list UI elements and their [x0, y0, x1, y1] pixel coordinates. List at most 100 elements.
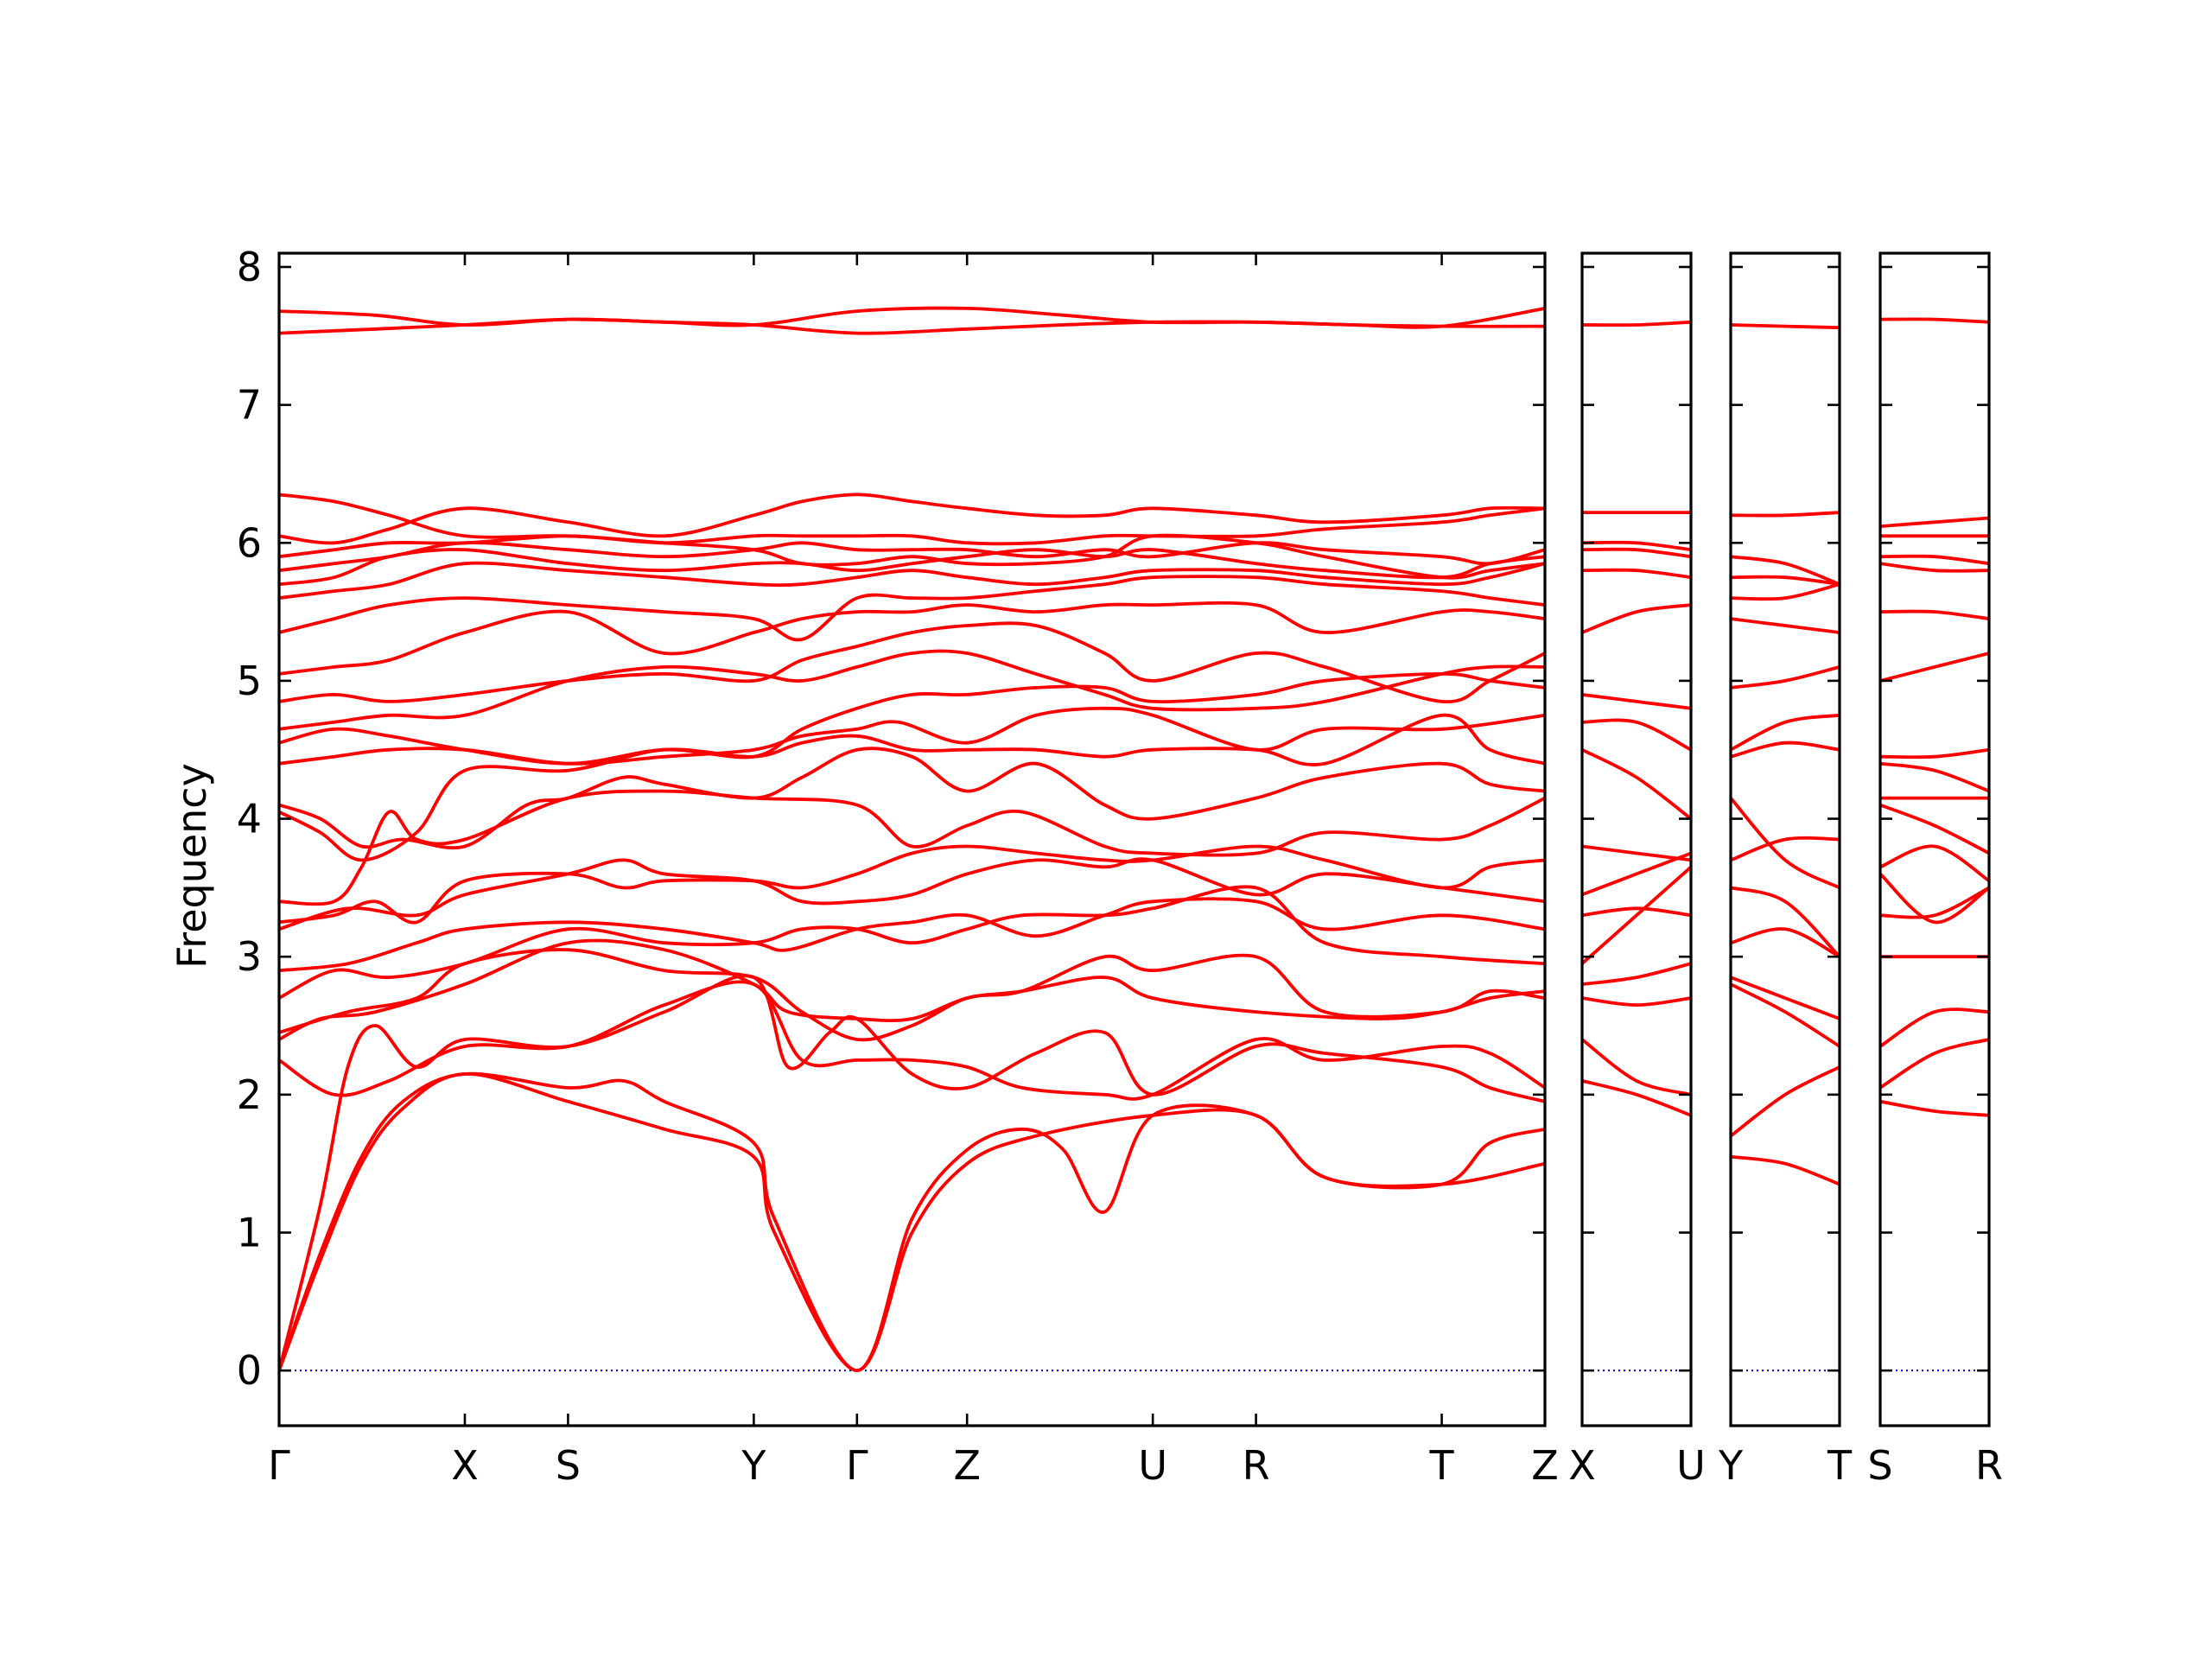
y-tick-label-3: 3: [237, 933, 262, 980]
band-line-sr-12: [1880, 609, 1989, 620]
x-tick-label-main-8: T: [1429, 1442, 1455, 1489]
band-line-main-7: [279, 897, 1545, 973]
bands-main: [279, 306, 1545, 1372]
x-tick-label-main-7: R: [1243, 1442, 1270, 1489]
band-line-main-8: [279, 857, 1545, 931]
band-line-yt-12: [1731, 582, 1840, 601]
band-line-main-18: [279, 575, 1545, 642]
y-axis-label: Frequency: [168, 763, 215, 969]
band-line-yt-14: [1731, 555, 1840, 587]
band-line-sr-6: [1880, 844, 1989, 883]
band-line-yt-2: [1731, 982, 1840, 1048]
band-line-yt-9: [1731, 713, 1840, 752]
band-line-main-5: [279, 938, 1545, 1041]
band-line-yt-8: [1731, 741, 1840, 759]
band-line-main-9: [279, 844, 1545, 925]
band-line-sr-10: [1880, 747, 1989, 760]
band-line-xu-3: [1582, 962, 1691, 986]
band-line-xu-7: [1582, 844, 1691, 862]
band-line-main-1: [279, 1071, 1545, 1372]
band-line-xu-4: [1582, 865, 1691, 966]
band-line-main-15: [279, 649, 1545, 731]
band-line-sr-7: [1880, 803, 1989, 855]
band-line-main-20: [279, 548, 1545, 587]
band-line-xu-5: [1582, 906, 1691, 918]
x-tick-label-main-3: Y: [741, 1442, 766, 1489]
y-tick-label-6: 6: [237, 519, 262, 566]
band-line-xu-1: [1582, 1038, 1691, 1096]
band-line-main-2: [279, 974, 1545, 1372]
x-tick-label-sr-0: S: [1867, 1442, 1892, 1489]
band-line-main-12: [279, 713, 1545, 862]
bands-yt: [1731, 323, 1840, 1186]
band-line-sr-9: [1880, 761, 1989, 793]
band-line-yt-13: [1731, 575, 1840, 587]
band-line-yt-10: [1731, 665, 1840, 690]
band-line-xu-12: [1582, 568, 1691, 580]
band-line-main-10: [279, 789, 1545, 906]
band-line-yt-6: [1731, 836, 1840, 862]
band-line-main-11: [279, 747, 1545, 850]
band-line-main-6: [279, 885, 1545, 1000]
band-line-xu-9: [1582, 718, 1691, 752]
band-line-yt-0: [1731, 1154, 1840, 1186]
band-line-sr-14: [1880, 554, 1989, 566]
band-line-xu-8: [1582, 747, 1691, 821]
band-line-sr-11: [1880, 652, 1989, 683]
band-line-xu-11: [1582, 603, 1691, 634]
band-line-sr-17: [1880, 317, 1989, 324]
bands-xu: [1582, 320, 1691, 1117]
band-line-xu-16: [1582, 320, 1691, 327]
band-line-main-14: [279, 672, 1545, 766]
x-tick-label-main-0: Γ: [268, 1442, 290, 1489]
band-line-sr-2: [1880, 1007, 1989, 1048]
plot-frame-xu: [1580, 251, 1693, 1427]
band-line-sr-13: [1880, 562, 1989, 573]
y-tick-label-0: 0: [237, 1347, 262, 1394]
y-tick-label-8: 8: [237, 244, 262, 290]
band-line-sr-1: [1880, 1038, 1989, 1090]
band-line-main-24: [279, 493, 1545, 580]
band-line-xu-0: [1582, 1079, 1691, 1117]
band-line-main-19: [279, 561, 1545, 600]
band-line-main-23: [279, 493, 1545, 545]
plot-frame-main: [277, 251, 1547, 1427]
band-line-xu-2: [1582, 996, 1691, 1007]
y-tick-label-1: 1: [237, 1209, 262, 1255]
x-tick-label-sr-1: R: [1975, 1442, 2003, 1489]
band-line-main-22: [279, 506, 1545, 559]
band-line-main-17: [279, 601, 1545, 676]
band-line-yt-1: [1731, 1065, 1840, 1138]
x-tick-label-main-9: Z: [1531, 1442, 1559, 1489]
x-tick-label-main-1: X: [451, 1442, 479, 1489]
x-tick-label-xu-0: X: [1568, 1442, 1596, 1489]
band-line-yt-5: [1731, 886, 1840, 959]
band-line-yt-11: [1731, 617, 1840, 634]
band-line-xu-10: [1582, 693, 1691, 710]
x-tick-label-xu-1: U: [1676, 1442, 1706, 1489]
x-tick-label-yt-0: Y: [1718, 1442, 1744, 1489]
y-tick-label-7: 7: [237, 382, 262, 429]
band-line-main-26: [279, 306, 1545, 329]
band-line-sr-0: [1880, 1099, 1989, 1117]
x-tick-label-main-5: Z: [953, 1442, 981, 1489]
band-line-main-3: [279, 980, 1545, 1101]
band-line-xu-13: [1582, 547, 1691, 559]
plot-frame-yt: [1729, 251, 1841, 1427]
y-tick-label-4: 4: [237, 796, 262, 842]
x-tick-label-yt-1: T: [1827, 1442, 1853, 1489]
band-line-yt-15: [1731, 511, 1840, 518]
x-tick-label-main-6: U: [1138, 1442, 1167, 1489]
band-line-yt-4: [1731, 927, 1840, 959]
band-line-yt-3: [1731, 976, 1840, 1020]
x-tick-label-main-2: S: [556, 1442, 581, 1489]
x-tick-label-main-4: Γ: [846, 1442, 868, 1489]
y-tick-label-2: 2: [237, 1071, 262, 1118]
band-line-main-16: [279, 621, 1545, 703]
